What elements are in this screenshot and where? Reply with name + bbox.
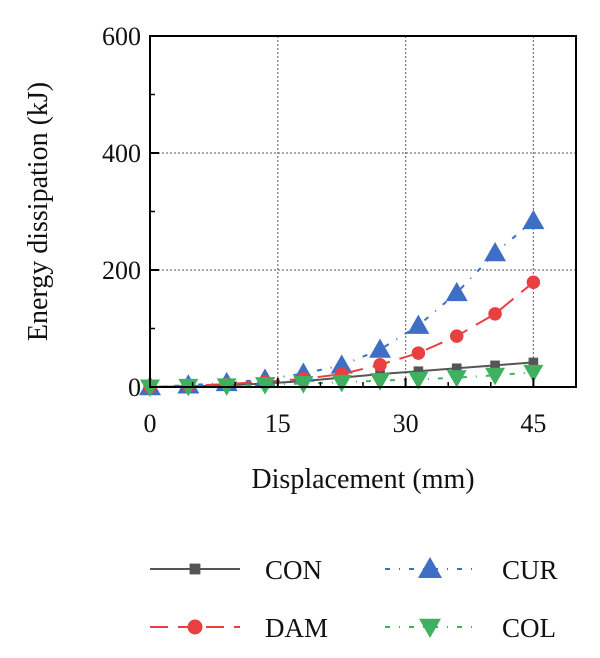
data-point-col	[446, 370, 467, 388]
data-point-cur	[445, 281, 468, 302]
data-point-dam	[411, 346, 426, 360]
x-tick-label: 15	[265, 409, 291, 438]
data-point-con	[528, 357, 539, 368]
x-tick-label: 45	[520, 409, 546, 438]
data-point-cur	[484, 242, 507, 262]
data-point-col	[140, 379, 160, 397]
data-point-con	[413, 366, 424, 377]
legend-label: CON	[265, 555, 322, 585]
legend-marker	[419, 618, 441, 638]
data-point-con	[451, 363, 462, 374]
legend-label: CUR	[502, 555, 558, 585]
grid-lines	[150, 35, 576, 387]
y-tick-label: 0	[128, 373, 141, 402]
y-axis-title: Energy dissipation (kJ)	[23, 82, 54, 341]
data-point-dam	[488, 307, 502, 321]
y-tick-label: 200	[102, 256, 141, 285]
legend: CON CUR DAM COL	[150, 555, 558, 643]
legend-marker	[189, 563, 201, 575]
data-point-cur	[330, 354, 353, 374]
data-point-cur	[407, 314, 430, 334]
legend-marker	[187, 619, 203, 635]
series-layer	[139, 209, 545, 397]
data-point-col	[485, 367, 506, 386]
legend-item-col: COL	[385, 613, 556, 643]
x-axis-title: Displacement (mm)	[251, 464, 474, 495]
data-point-col	[255, 377, 276, 395]
plot-frame	[149, 35, 577, 388]
legend-item-cur: CUR	[385, 555, 558, 585]
y-tick-label: 400	[102, 139, 141, 168]
axis-ticks: 0 15 30 45 0 200 400 600	[102, 22, 546, 438]
data-point-cur	[369, 338, 392, 358]
data-point-con	[490, 360, 500, 371]
legend-label: DAM	[265, 613, 328, 643]
legend-label: COL	[502, 613, 556, 643]
data-point-dam	[373, 358, 387, 372]
data-point-dam	[526, 275, 541, 290]
data-point-col	[293, 375, 314, 394]
legend-marker	[418, 557, 442, 578]
data-point-col	[408, 371, 429, 390]
y-tick-label: 600	[102, 22, 141, 51]
x-tick-label: 0	[144, 409, 157, 438]
data-point-col	[331, 374, 352, 393]
data-point-col	[370, 373, 391, 391]
data-point-col	[523, 364, 544, 383]
legend-item-con: CON	[150, 555, 322, 585]
data-point-cur	[522, 209, 545, 230]
legend-item-dam: DAM	[150, 613, 328, 643]
x-tick-label: 30	[393, 409, 419, 438]
series-line-dam	[149, 281, 535, 388]
data-point-dam	[449, 329, 464, 343]
